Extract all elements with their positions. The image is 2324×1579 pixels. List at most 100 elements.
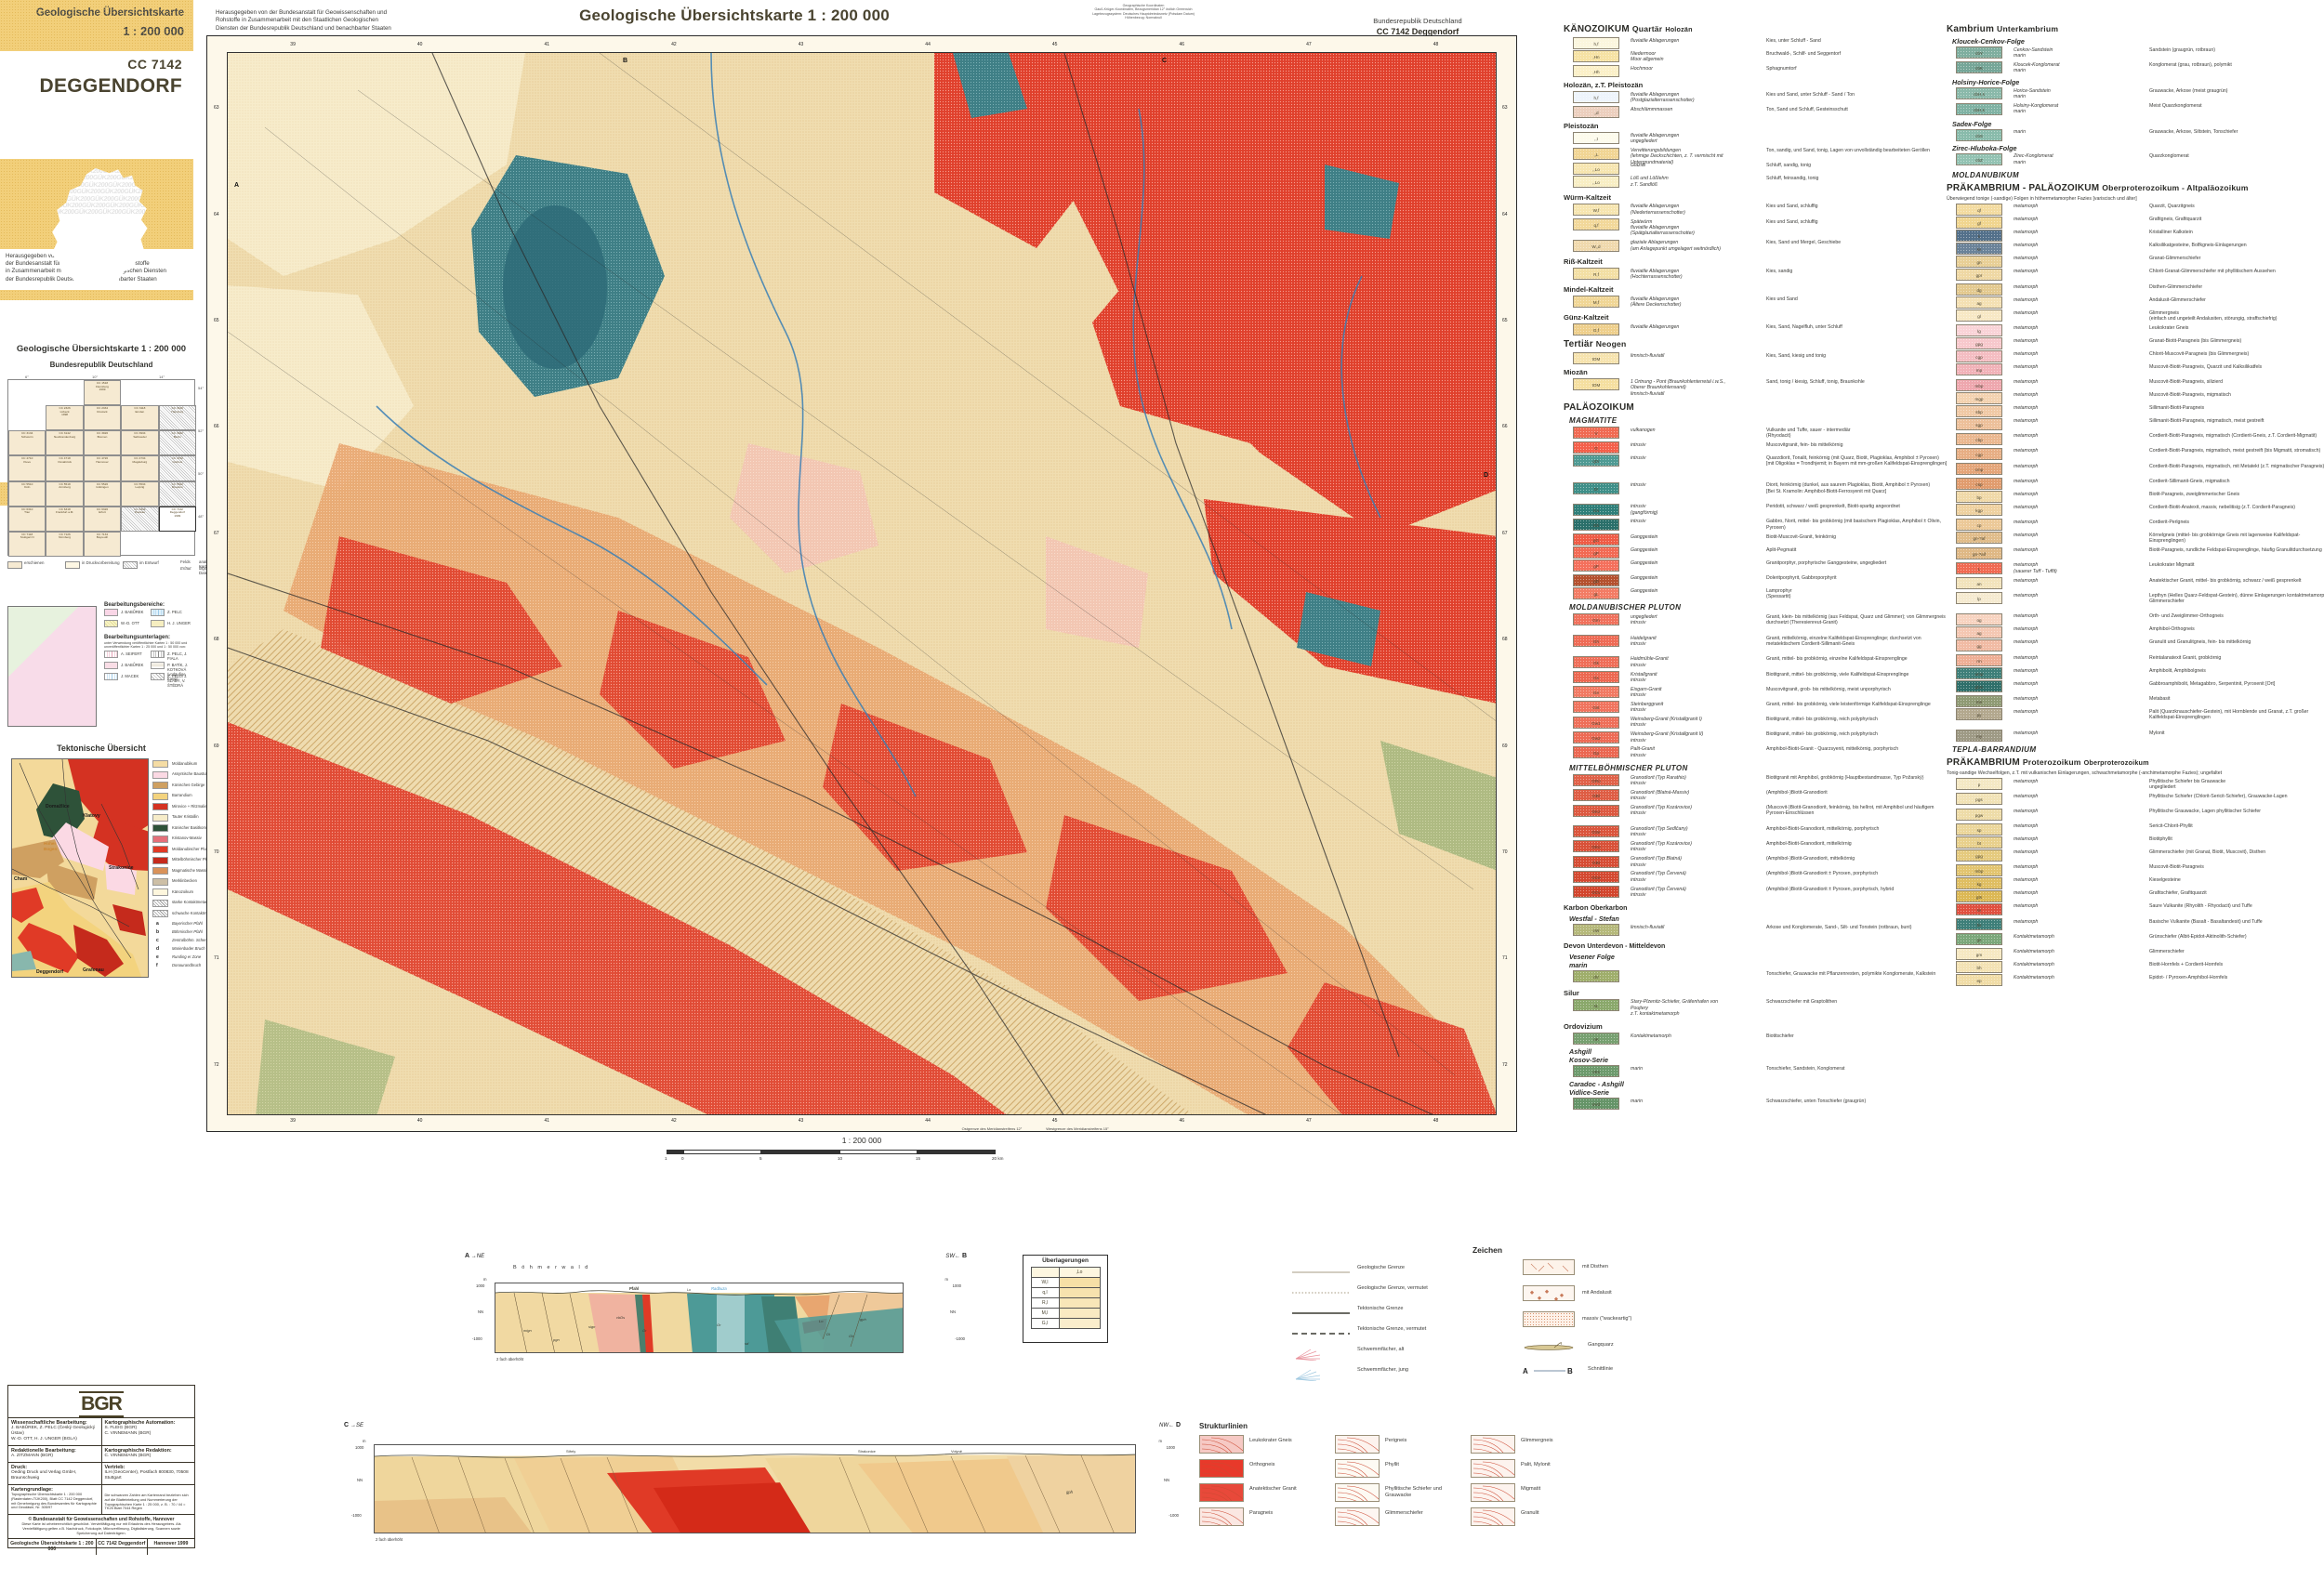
legend-entry[interactable]: cW limnisch-fluviatil Arkose und Konglomer… bbox=[1564, 924, 1954, 938]
legend-entry[interactable]: kg metamorph Kieselgesteine bbox=[1947, 876, 2324, 889]
legend-entry[interactable]: an metamorph Anatektischer Granit, mittel-… bbox=[1947, 577, 2324, 591]
legend-entry[interactable]: Ge Eisgarn-Granit intrusiv Muscovitgranit,… bbox=[1564, 686, 1954, 700]
legend-entry[interactable]: cbY Cenkov-Sandstein marin Sandstein (grau… bbox=[1947, 46, 2324, 60]
legend-entry[interactable]: dV Tonschiefer, Grauwacke mit Pflanzenres… bbox=[1564, 970, 1954, 984]
index-sheet-cell[interactable]: CC 7142 Deggendorf 1999 bbox=[158, 506, 196, 532]
legend-entry[interactable]: dg metamorph Disthen-Glimmerschiefer bbox=[1947, 283, 2324, 296]
legend-entry[interactable]: mbp metamorph Muscovit-Biotit-Paragneis, s… bbox=[1947, 378, 2324, 391]
legend-entry[interactable]: ag metamorph Amphibol-Orthogneis bbox=[1947, 625, 2324, 638]
legend-entry[interactable]: oVd marin Schwarzschiefer, unten Tonschief… bbox=[1564, 1098, 1954, 1111]
legend-entry[interactable]: kgp metamorph Cordierit-Biotit-Anatexit, m… bbox=[1947, 504, 2324, 518]
index-sheet-cell[interactable]: CC 6326 Erfurt bbox=[83, 506, 122, 532]
index-sheet-cell[interactable]: CC 3118 Emden bbox=[121, 405, 159, 431]
legend-entry[interactable]: ,,Lo Glazial Schluff, sandig, tonig bbox=[1564, 162, 1954, 175]
legend-entry[interactable]: lp metamorph Lepthyn (Helles Quarz-Feldspa… bbox=[1947, 592, 2324, 612]
legend-entry[interactable]: amp metamorph Amphibolit, Amphibolgneis bbox=[1947, 667, 2324, 680]
legend-entry[interactable]: ,Hh Hochmoor Sphagnumtorf bbox=[1564, 65, 1954, 78]
index-sheet-cell[interactable]: CC 3934 Salzwedel bbox=[121, 430, 159, 456]
index-sheet-cell[interactable]: CC 5526 Göttingen bbox=[83, 480, 122, 507]
legend-entry[interactable]: gf metamorph Grafitgneis, Grafitquarzit bbox=[1947, 216, 2324, 229]
legend-entry[interactable]: gpg metamorph Granat-Biotit-Paragneis (bis… bbox=[1947, 337, 2324, 350]
legend-entry[interactable]: gn metamorph Granat-Glimmerschiefer bbox=[1947, 255, 2324, 268]
legend-entry[interactable]: cbK Kloucek-Konglomerat marin Konglomerat … bbox=[1947, 61, 2324, 75]
legend-entry[interactable]: GSe Granodiorit (Typ Sedlčany) intrusiv Am… bbox=[1564, 825, 1954, 839]
legend-entry[interactable]: Gx Kristallgranit intrusiv Biotitgranit, m… bbox=[1564, 671, 1954, 685]
legend-entry[interactable]: Dr intrusiv Diorit, feinkörnig (dunkel, au… bbox=[1564, 481, 1954, 503]
legend-entry[interactable]: gD Ganggestein Doleritporphyrit, Gabbropor… bbox=[1564, 574, 1954, 587]
legend-entry[interactable]: gpg metamorph Glimmerschiefer (mit Granat,… bbox=[1947, 849, 2324, 863]
legend-entry[interactable]: py metamorph Palit (Quarzknauschiefer-Gest… bbox=[1947, 708, 2324, 729]
legend-entry[interactable]: bp metamorph Biotit-Paragneis, zweiglimmer… bbox=[1947, 491, 2324, 504]
legend-entry[interactable]: ,Hn Niedermoor Moor allgemein Bruchwald-, … bbox=[1564, 50, 1954, 64]
legend-entry[interactable]: pgs metamorph Phyllitische Schiefer (Chlor… bbox=[1947, 793, 2324, 807]
index-sheet-cell[interactable]: CC 7118 Stuttgart N bbox=[8, 531, 46, 557]
legend-entry[interactable]: gP Ganggestein Aplit-Pegmatit bbox=[1564, 546, 1954, 559]
legend-entry[interactable]: me metamorph Metabasit bbox=[1947, 695, 2324, 708]
index-sheet-cell[interactable]: CC 6318 Frankfurt a.M. bbox=[46, 506, 84, 532]
legend-entry[interactable]: og metamorph Orth- und Zweiglimmer-Orthogn… bbox=[1947, 612, 2324, 625]
legend-entry[interactable]: qf metamorph Quarzit, Quarzitgneis bbox=[1947, 203, 2324, 216]
legend-entry[interactable]: GBl Granodiorit (Blatná-Massiv) intrusiv (… bbox=[1564, 789, 1954, 803]
legend-entry[interactable]: ep Kontaktmetamorph Epidot- / Pyroxen-Amph… bbox=[1947, 974, 2324, 987]
index-sheet-cell[interactable]: CC 7134 Bayreuth bbox=[83, 531, 122, 557]
legend-entry[interactable]: Gp Palit-Granit intrusiv Amphibol-Biotit-G… bbox=[1564, 745, 1954, 760]
legend-entry[interactable]: Gh Haidelgranit intrusiv Granit, mittelkör… bbox=[1564, 635, 1954, 655]
legend-entry[interactable]: sv metamorph Saure Vulkanite (Rhyolith - R… bbox=[1947, 902, 2324, 917]
index-sheet-cell[interactable]: CC 3134 Schwerin bbox=[8, 430, 46, 456]
legend-entry[interactable]: bv metamorph Basische Vulkanite (Basalt - … bbox=[1947, 918, 2324, 932]
legend-entry[interactable]: gn-?af metamorph Körnelgneis (mittel- bis … bbox=[1947, 532, 2324, 546]
legend-entry[interactable]: M,f fluviatile Ablagerungen (Ältere Decke… bbox=[1564, 296, 1954, 309]
legend-entry[interactable]: Gm ungegliedert intrusiv Granit, klein- bi… bbox=[1564, 613, 1954, 634]
legend-entry[interactable]: R,f fluviatile Ablagerungen (Hochterrasse… bbox=[1564, 268, 1954, 282]
map-canvas[interactable] bbox=[227, 52, 1497, 1115]
legend-entry[interactable]: ,,d Abschlämmmassen Ton, Sand und Schluff,… bbox=[1564, 106, 1954, 119]
legend-entry[interactable]: sgp metamorph Sillimanit-Biotit-Paragneis,… bbox=[1947, 417, 2324, 432]
legend-entry[interactable]: gn-?aif metamorph Biotit-Paragneis, rundli… bbox=[1947, 546, 2324, 561]
index-sheet-cell[interactable]: CC 4742 Cottbus bbox=[158, 455, 196, 481]
main-geological-map[interactable]: A B C D 39 39 40 40 41 41 42 42 43 43 44 44 45 45 46 46… bbox=[206, 35, 1517, 1132]
legend-entry[interactable]: ks metamorph Kalksilikatgesteine, Bolfkgne… bbox=[1947, 242, 2324, 255]
legend-entry[interactable]: cbS marin Grauwacke, Arkose, Siltstein, To… bbox=[1947, 128, 2324, 141]
legend-entry[interactable]: cgp metamorph Chlorit-Muscovit-Paragneis (… bbox=[1947, 350, 2324, 363]
legend-entry[interactable]: k metamorph Kristalliner Kalkstein bbox=[1947, 229, 2324, 242]
legend-entry[interactable]: gts metamorph Grafitschiefer, Grafitquarzi… bbox=[1947, 889, 2324, 902]
legend-entry[interactable]: sL Stary-Plzenitz-Schiefer, Gräfenhafen v… bbox=[1564, 998, 1954, 1020]
index-sheet-cell[interactable]: CC 4718 Osnabrück bbox=[46, 455, 84, 481]
legend-entry[interactable]: mbp metamorph Muscovit-Biotit-Paragneis bbox=[1947, 863, 2324, 876]
legend-entry[interactable]: q,f Spätwürm fluviatile Ablagerungen (Spä… bbox=[1564, 218, 1954, 239]
legend-entry[interactable]: Gk Haidmühle-Granit intrusiv Granit, mitte… bbox=[1564, 655, 1954, 670]
index-sheet-cell[interactable]: CC 2334 Rostock bbox=[83, 405, 122, 431]
legend-entry[interactable]: qDr intrusiv Quarzdiorit, Tonalit, feinkör… bbox=[1564, 454, 1954, 480]
legend-entry[interactable]: gl metamorph Glimmergneis (einfach und ung… bbox=[1947, 309, 2324, 323]
legend-entry[interactable]: gP Ganggestein Granitporphyr, porphyrische… bbox=[1564, 559, 1954, 573]
legend-entry[interactable]: W,,d glaziale Ablagerungen (am Anlagepunk… bbox=[1564, 239, 1954, 254]
index-sheet-cell[interactable]: CC 3126 Hamburg bbox=[158, 405, 196, 431]
legend-entry[interactable]: rm metamorph Reintalanatexit Granit, grobk… bbox=[1947, 654, 2324, 667]
legend-entry[interactable]: cbZ Zirec-Konglomerat marin Quarzkonglomer… bbox=[1947, 152, 2324, 167]
legend-entry[interactable]: my metamorph Mylonit bbox=[1947, 730, 2324, 743]
legend-entry[interactable]: p metamorph Phyllitische Schiefer bis Grau… bbox=[1947, 778, 2324, 792]
legend-entry[interactable]: G,f fluviatile Ablagerungen Kies, Sand, Na… bbox=[1564, 323, 1954, 336]
legend-entry[interactable]: mgp metamorph Muscovit-Biotit-Paragneis, m… bbox=[1947, 391, 2324, 404]
index-sheet-cell[interactable]: CC 1518 Flensburg 1999 bbox=[83, 380, 122, 406]
legend-entry[interactable]: pgw metamorph Phyllitische Grauwacke, Lage… bbox=[1947, 808, 2324, 822]
legend-entry[interactable]: GCv Granodiorit (Typ Červená) intrusiv (Am… bbox=[1564, 886, 1954, 900]
legend-entry[interactable]: tOM 1 Ortnung - Pont (Braunkohlenterretal… bbox=[1564, 378, 1954, 399]
legend-entry[interactable]: cgp metamorph Cordierit-Biotit-Paragneis, … bbox=[1947, 447, 2324, 462]
legend-entry[interactable]: cbH,s Horice-Sandstein marin Grauwacke, Ar… bbox=[1947, 87, 2324, 101]
legend-entry[interactable]: sp metamorph Sericit-Chlorit-Phyllit bbox=[1947, 822, 2324, 836]
legend-entry[interactable]: gg metamorph Granulit und Granulitgneis, f… bbox=[1947, 638, 2324, 653]
legend-entry[interactable]: Gst Steinberggranit intrusiv Granit, mitte… bbox=[1564, 701, 1954, 715]
legend-entry[interactable]: ,,Lo Löß und Lößlehm z.T. Sandlöß Schluff,… bbox=[1564, 175, 1954, 190]
legend-entry[interactable]: cmp metamorph Cordierit-Biotit-Paragneis, … bbox=[1947, 463, 2324, 477]
legend-entry[interactable]: ,,L Verwitterungsbildungen (lehmige Decks… bbox=[1564, 147, 1954, 165]
legend-entry[interactable]: bt metamorph Biotitphyllit bbox=[1947, 836, 2324, 849]
legend-entry[interactable]: sbp metamorph Sillimanit-Biotit-Paragneis bbox=[1947, 404, 2324, 417]
index-sheet-cell[interactable]: CC 5534 Leipzig bbox=[121, 480, 159, 507]
legend-entry[interactable]: gL Ganggestein Lamprophyr (Spessartit) bbox=[1564, 587, 1954, 600]
legend-entry[interactable]: cp metamorph Cordierit-Perlgneis bbox=[1947, 519, 2324, 532]
legend-entry[interactable]: GKo Granodiorit (Typ Kozárovice) intrusiv… bbox=[1564, 840, 1954, 854]
